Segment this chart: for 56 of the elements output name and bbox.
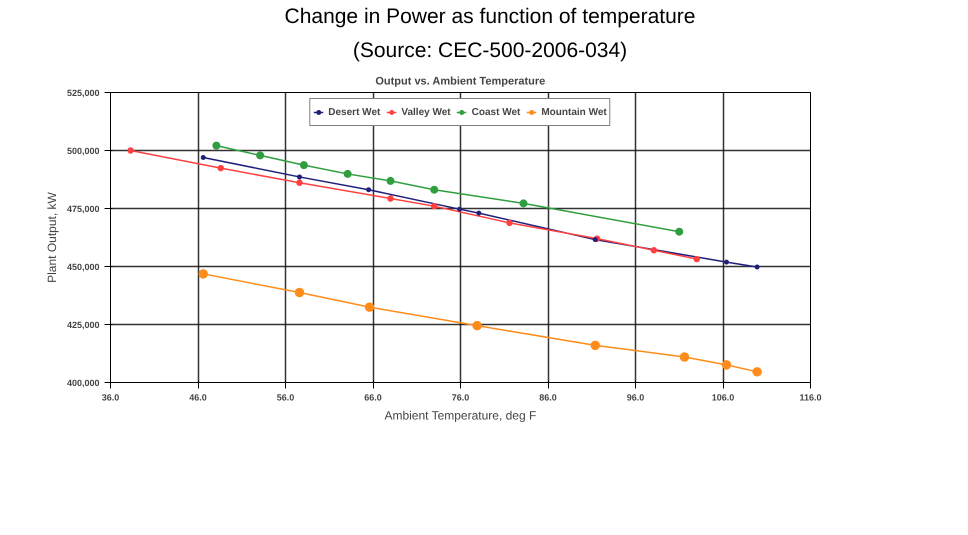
point	[294, 288, 304, 298]
x-axis-title: Ambient Temperature, deg F	[384, 408, 536, 422]
point	[590, 340, 600, 350]
point	[675, 228, 684, 236]
x-tick-label: 66.0	[364, 392, 382, 402]
point	[520, 199, 528, 208]
point	[650, 247, 658, 254]
legend-label: Valley Wet	[401, 106, 451, 118]
point	[300, 161, 308, 170]
legend-label: Mountain Wet	[541, 106, 607, 118]
point	[694, 256, 700, 262]
point	[472, 320, 482, 330]
point	[364, 302, 374, 312]
point	[297, 174, 302, 180]
y-tick-label: 400,000	[66, 378, 100, 388]
legend-label: Coast Wet	[472, 106, 520, 118]
point	[198, 269, 208, 279]
point	[200, 154, 206, 160]
x-tick-label: 96.0	[626, 392, 644, 402]
x-tick-label: 86.0	[539, 392, 557, 402]
y-tick-label: 425,000	[66, 320, 100, 330]
chart-subtitle: (Source: CEC-500-2006-034)	[352, 39, 628, 63]
point	[680, 352, 690, 362]
x-tick-label: 36.0	[102, 392, 120, 402]
x-tick-label: 46.0	[189, 392, 207, 402]
point	[344, 170, 352, 178]
point	[430, 186, 438, 194]
point	[127, 147, 134, 154]
y-tick-label: 475,000	[66, 204, 100, 214]
point	[457, 206, 462, 212]
point	[724, 260, 729, 265]
point	[431, 202, 438, 210]
x-tick-label: 76.0	[452, 392, 470, 402]
point	[592, 237, 598, 242]
point	[387, 195, 394, 202]
y-axis-title: Plant Output, kW	[44, 191, 59, 283]
point	[218, 164, 224, 172]
point	[506, 220, 513, 226]
point	[722, 360, 732, 370]
point	[752, 367, 762, 377]
point	[476, 210, 482, 216]
y-tick-label: 525,000	[66, 88, 100, 98]
x-tick-label: 56.0	[276, 392, 294, 402]
point	[754, 264, 760, 270]
point	[386, 176, 394, 185]
point	[366, 187, 372, 192]
point	[256, 151, 264, 160]
legend-label: Desert Wet	[328, 106, 380, 118]
point	[212, 142, 220, 150]
y-tick-label: 500,000	[66, 146, 100, 156]
point	[296, 180, 303, 186]
chart-title: Change in Power as function of temperature	[284, 5, 696, 29]
x-tick-label: 106.0	[712, 392, 734, 402]
text: Output vs. Ambient Temperature	[375, 76, 546, 88]
y-tick-label: 450,000	[66, 262, 100, 272]
x-tick-label: 116.0	[799, 392, 822, 402]
